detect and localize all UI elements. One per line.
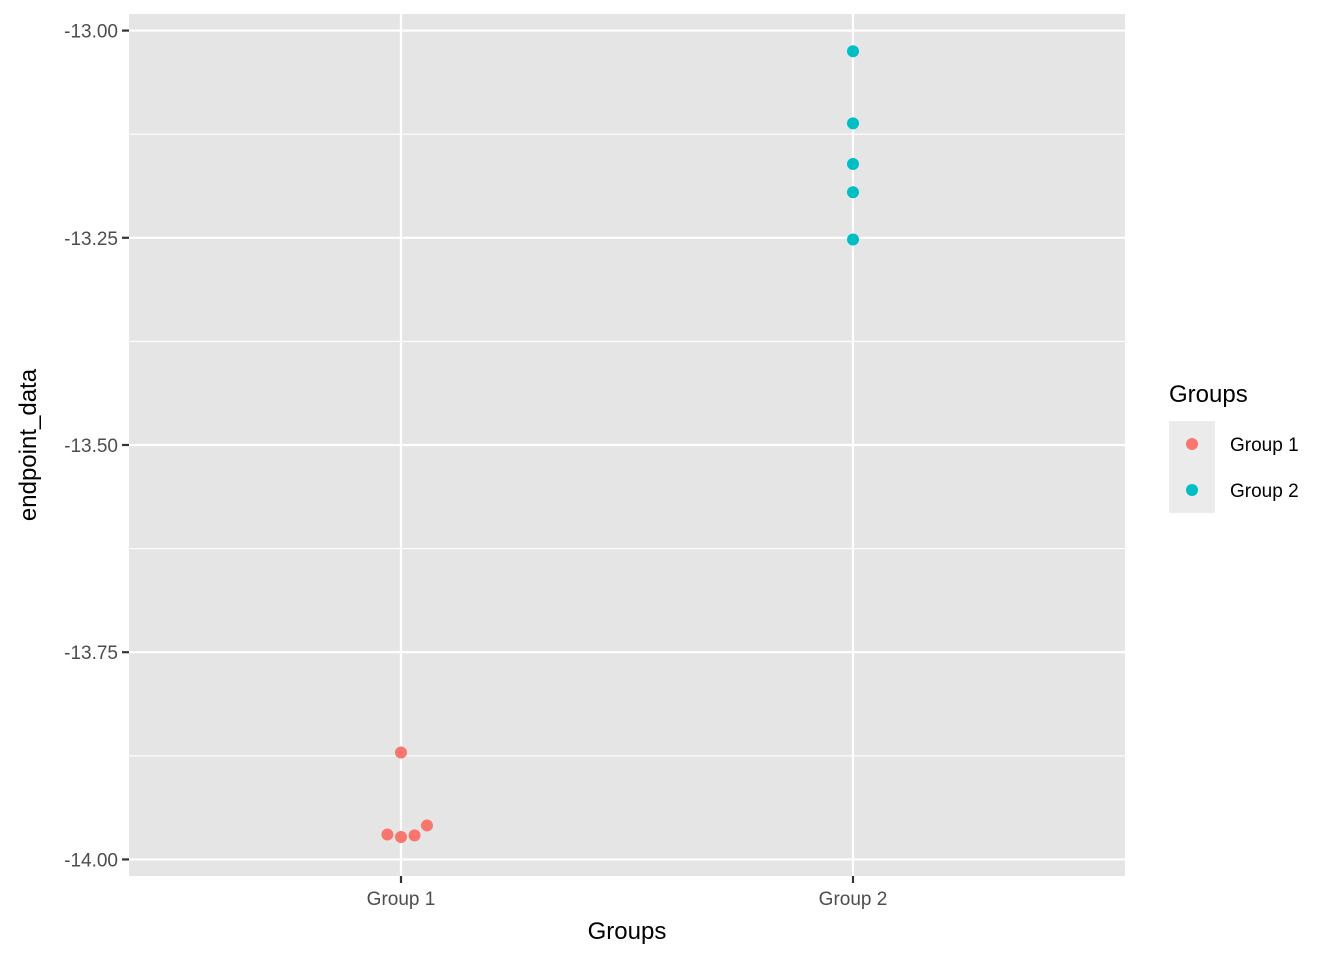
- x-tick-label: Group 1: [367, 889, 436, 910]
- legend-label: Group 1: [1230, 435, 1299, 456]
- data-point: [395, 831, 407, 844]
- data-point: [395, 746, 407, 759]
- data-point: [847, 117, 859, 130]
- data-point: [408, 829, 421, 842]
- y-axis: -14.00 -13.75 -13.50 -13.25 -13.00: [64, 22, 129, 871]
- data-point: [381, 828, 394, 841]
- data-point: [847, 45, 859, 58]
- y-axis-title: endpoint_data: [15, 368, 42, 521]
- legend-title: Groups: [1169, 381, 1248, 408]
- x-axis-title: Groups: [588, 918, 667, 945]
- grid-major: [129, 14, 1125, 876]
- y-tick-label: -13.75: [64, 643, 118, 664]
- y-tick-label: -13.00: [64, 22, 118, 43]
- data-point: [847, 233, 859, 246]
- legend-label: Group 2: [1230, 481, 1299, 502]
- data-point: [847, 186, 859, 199]
- legend-key-swatch: [1186, 484, 1198, 496]
- data-points: [381, 45, 859, 844]
- y-tick-label: -13.50: [64, 436, 118, 457]
- data-point: [847, 158, 859, 171]
- y-tick-label: -13.25: [64, 229, 118, 250]
- legend: Groups Group 1 Group 2: [1169, 381, 1299, 513]
- data-point: [420, 819, 433, 832]
- x-tick-label: Group 2: [819, 889, 888, 910]
- legend-key-swatch: [1186, 438, 1198, 450]
- y-tick-label: -14.00: [64, 850, 118, 871]
- grid-minor: [129, 133, 1125, 757]
- x-axis: Group 1 Group 2: [367, 876, 888, 910]
- legend-entries: Group 1 Group 2: [1169, 421, 1299, 513]
